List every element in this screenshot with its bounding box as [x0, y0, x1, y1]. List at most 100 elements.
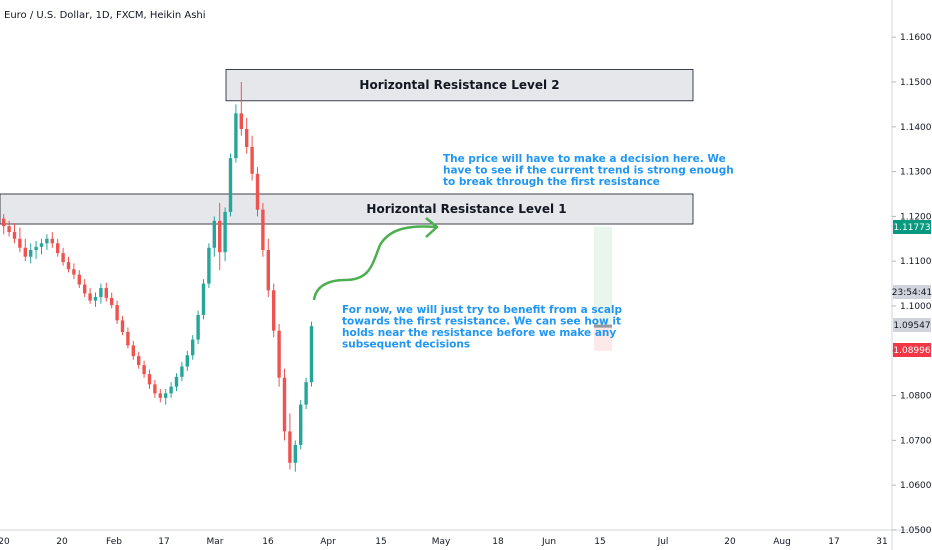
- candle-body: [88, 293, 92, 301]
- price-tag-bg: [893, 318, 931, 332]
- candle-body: [147, 374, 152, 385]
- arrow-curve: [312, 225, 437, 301]
- annotation-2-line: towards the first resistance. We can see…: [342, 316, 621, 328]
- x-tick-label: 15: [594, 537, 605, 547]
- resistance-zone-2[interactable]: [0, 193, 694, 225]
- candle-body: [212, 220, 216, 248]
- annotation-2-line: For now, we will just try to benefit fro…: [342, 304, 623, 316]
- y-tick-label: 1.07000: [900, 436, 932, 446]
- y-tick-label: 1.15000: [900, 78, 932, 88]
- zone-label-1: Horizontal Resistance Level 2: [359, 78, 559, 92]
- candle-body: [282, 377, 287, 432]
- x-tick-label: 18: [492, 537, 504, 547]
- chart-title: Euro / U.S. Dollar, 1D, FXCM, Heikin Ash…: [4, 10, 206, 21]
- x-tick-label: Feb: [106, 537, 122, 547]
- candle-body: [66, 262, 71, 270]
- candle-body: [309, 326, 314, 383]
- y-tick-label: 1.11000: [900, 257, 932, 267]
- annotation-1-line: have to see if the current trend is stro…: [443, 165, 734, 177]
- candle-body: [34, 246, 38, 250]
- candle-body: [115, 305, 119, 321]
- x-tick-label: 17: [828, 537, 839, 547]
- candle-body: [234, 113, 238, 159]
- candle-body: [126, 331, 130, 346]
- candle-body: [169, 386, 173, 394]
- candle-body: [110, 297, 114, 306]
- candles: [2, 81, 314, 472]
- resistance-zones: Horizontal Resistance Level 2 Horizontal …: [0, 69, 694, 225]
- candle-body: [93, 297, 98, 301]
- y-tick-label: 1.16000: [900, 33, 932, 43]
- candle-body: [12, 232, 17, 239]
- zone-label-2: Horizontal Resistance Level 1: [366, 202, 566, 216]
- candle-body: [228, 158, 233, 212]
- candle-body: [245, 129, 249, 147]
- candle-body: [191, 339, 195, 356]
- candle-body: [288, 431, 292, 463]
- y-tick-label: 1.06000: [900, 481, 932, 491]
- x-tick-label: Aug: [773, 537, 791, 547]
- candle-body: [104, 288, 108, 298]
- y-tick-label: 1.13000: [900, 168, 932, 178]
- y-tick-label: 1.14000: [900, 123, 932, 133]
- x-tick-label: 17: [158, 537, 169, 547]
- y-tick-label: 1.08000: [900, 392, 932, 402]
- candle-body: [7, 226, 11, 233]
- candle-body: [61, 253, 65, 263]
- candle-body: [56, 243, 60, 254]
- y-tick-label: 1.12000: [900, 212, 932, 222]
- x-tick-label: Jul: [657, 537, 669, 547]
- price-tag-label: 1.11773: [893, 223, 930, 233]
- annotation-2-line: holds near the resistance before we make…: [342, 327, 616, 339]
- price-tag-label: 1.09547: [893, 321, 930, 331]
- x-tick-label: 20: [56, 537, 68, 547]
- x-tick-label: 20: [0, 537, 10, 547]
- x-tick-label: 20: [724, 537, 736, 547]
- y-tick-label: 1.10000: [900, 302, 932, 312]
- candle-body: [99, 288, 103, 298]
- candle-body: [2, 218, 6, 227]
- candle-body: [196, 314, 200, 340]
- candle-body: [255, 173, 260, 210]
- candle-body: [250, 146, 254, 174]
- price-tag-label: 23:54:41: [892, 288, 932, 298]
- candle-body: [23, 247, 27, 257]
- candle-body: [201, 283, 206, 315]
- candle-body: [239, 113, 243, 130]
- candle-body: [185, 355, 189, 367]
- candle-body: [77, 274, 81, 285]
- candle-body: [29, 249, 33, 257]
- candle-body: [293, 444, 297, 463]
- annotation-1-line: The price will have to make a decision h…: [443, 153, 726, 165]
- price-tag-bg: [893, 285, 931, 299]
- candle-body: [174, 376, 179, 387]
- candle-body: [72, 269, 76, 275]
- candle-body: [299, 404, 303, 445]
- long-position-tool[interactable]: [594, 226, 612, 351]
- annotations: The price will have to make a decision h…: [342, 153, 734, 351]
- x-tick-label: 16: [262, 537, 274, 547]
- candle-body: [218, 220, 222, 253]
- candle-body: [83, 284, 87, 294]
- resistance-zone-1[interactable]: [225, 69, 694, 102]
- annotation-1-line: to break through the first resistance: [443, 176, 660, 188]
- y-tick-label: 1.05000: [900, 526, 932, 536]
- candle-body: [207, 247, 211, 284]
- x-tick-label: Jun: [541, 537, 556, 547]
- arrow-head: [425, 217, 439, 238]
- candle-body: [223, 211, 227, 253]
- candle-body: [158, 393, 162, 398]
- candle-body: [180, 366, 184, 377]
- candle-body: [142, 365, 146, 375]
- candle-body: [45, 238, 49, 244]
- annotation-2-line: subsequent decisions: [342, 339, 470, 351]
- candle-body: [18, 238, 22, 248]
- x-tick-label: 15: [375, 537, 386, 547]
- candle-body: [272, 290, 276, 331]
- candle-body: [120, 320, 125, 332]
- candle-body: [164, 393, 168, 398]
- candle-body: [304, 382, 308, 405]
